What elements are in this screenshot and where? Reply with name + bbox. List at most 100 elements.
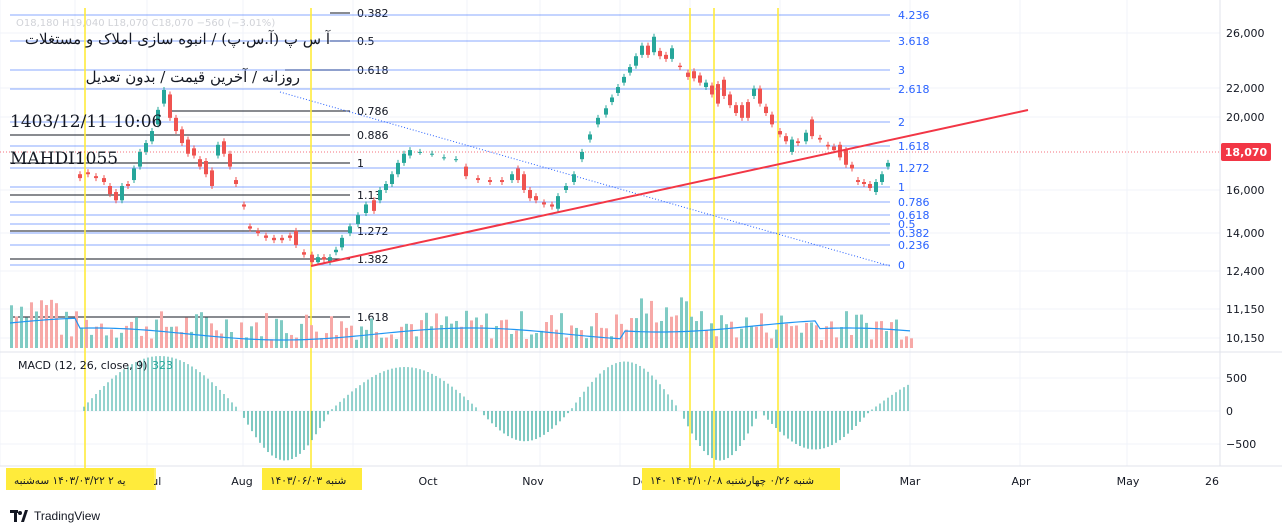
volume-bar [165,326,168,348]
volume-bar [875,321,878,348]
support-trendline[interactable] [310,109,1029,267]
volume-bar [850,334,853,348]
time-label: 26 [1205,475,1219,488]
volume-bar [460,326,463,348]
price-tick: 16,000 [1226,184,1265,197]
vertical-lines[interactable] [84,8,779,490]
date-flag-1 [6,468,154,490]
volume-bar [185,317,188,348]
volume-bar [160,311,163,348]
volume-bar [295,337,298,348]
volume-bar [365,329,368,348]
volume-bar [765,332,768,348]
footer[interactable]: TradingView [10,506,100,526]
volume-bar [85,319,88,348]
volume-bar [580,330,583,348]
volume-bar [220,333,223,348]
volume-bar [190,331,193,348]
volume-bar [205,317,208,348]
candle-body [488,180,492,183]
dotted-trendline[interactable] [279,91,891,267]
candle-body [356,215,360,225]
volume-bar [725,324,728,348]
candle-body [564,185,568,190]
fib-right-label: 0.786 [898,196,930,209]
volume-bar [630,318,633,348]
candle-body [528,190,532,199]
volume-bar [775,329,778,348]
candle-body [686,72,690,77]
volume-bar [260,336,263,348]
volume-bar [505,319,508,348]
candle-body [758,88,762,104]
volume-bar [760,313,763,348]
volume-bar [625,329,628,348]
volume-bar [455,320,458,348]
candle-body [652,36,656,53]
interval-line: روزانه / آخرین قیمت / بدون تعدیل [86,68,300,86]
volume-bar [610,336,613,348]
fib-left-label: 0.786 [357,105,389,118]
candle-body [162,89,166,104]
macd-tick: −500 [1226,438,1256,451]
candle-body [378,190,382,201]
volume-bar [880,321,883,348]
volume-bar [575,327,578,348]
volume-bar [145,326,148,348]
candle-body [856,180,860,183]
volume-bar [25,317,28,348]
volume-bar [440,325,443,348]
volume-bar [250,326,253,348]
fib-right-label: 0 [898,259,905,272]
candle-body [340,237,344,248]
volume-bar [495,325,498,348]
volume-bar [255,322,258,348]
volume-bar [535,333,538,348]
volume-bar [310,325,313,348]
volume-bar [895,319,898,348]
volume-bar [475,317,478,348]
volume-bar [795,325,798,348]
fib-right-label: 4.236 [898,9,930,22]
volume-bar [700,311,703,348]
candle-body [144,143,148,152]
candle-body [364,204,368,214]
volume-bar [785,323,788,348]
volume-bar [840,327,843,348]
volume-bar [315,331,318,348]
candle-body [156,109,160,125]
candle-body [610,97,614,103]
volume-bar [870,339,873,348]
volume-bar [490,338,493,348]
volume-bar [65,311,68,348]
volume-bar [585,338,588,348]
volume-bar [425,312,428,348]
candle-body [634,56,638,66]
volume-bar [615,314,618,348]
macd-axis: 500 0 −500 [1226,372,1256,451]
volume-bar [30,302,33,348]
macd-tick: 500 [1226,372,1247,385]
volume-bar [325,333,328,348]
time-axis[interactable]: Jul Aug Oct Nov De Mar Apr May 26 [147,475,1219,488]
volume-bar [95,326,98,348]
candle-body [764,106,768,114]
volume-bar [395,339,398,348]
volume-bar [385,337,388,348]
volume-bar [135,317,138,348]
fib-right-label: 0.5 [898,218,916,231]
macd-tick: 0 [1226,405,1233,418]
price-axis[interactable]: 26,000 22,000 20,000 16,000 14,000 12,400 11,1… [1226,27,1265,345]
symbol-name: آ س پ (آ.س.پ) / انبوه سازی املاک و مستغل… [25,30,331,48]
fib-right-label: 0.236 [898,239,930,252]
time-label: Mar [900,475,921,488]
candle-body [844,150,848,165]
candle-body [264,235,268,238]
candle-body [418,151,422,153]
volume-bar [150,338,153,348]
volume-bar [100,323,103,348]
fib-extension-left[interactable]: 0.3820.50.6180.7860.88611.131.2721.3821.… [10,7,389,324]
fib-retracement-right[interactable]: 4.2363.61832.61821.6181.27210.7860.6180.… [10,9,930,272]
volume-bar [530,334,533,348]
